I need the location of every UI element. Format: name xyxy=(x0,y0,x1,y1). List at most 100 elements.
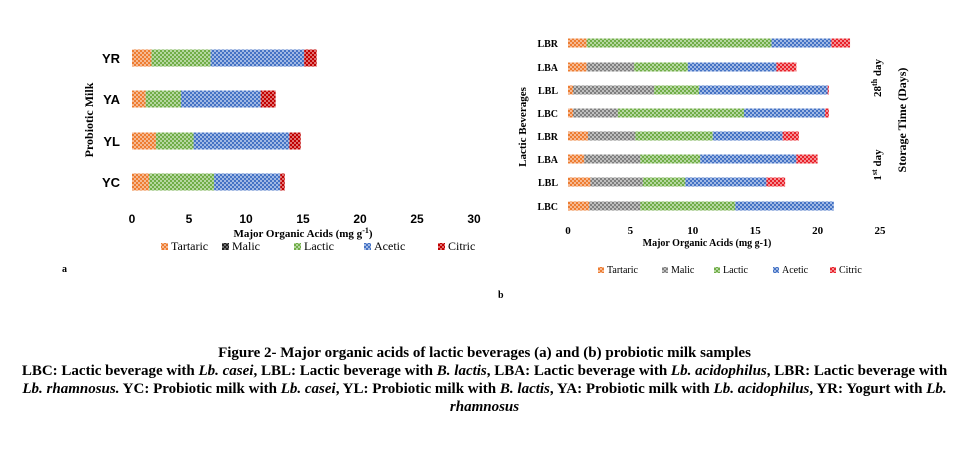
bar-yc-tartaric xyxy=(132,173,150,191)
bar-lbc-7-acetic xyxy=(735,201,834,211)
caption-italic-term: B. lactis xyxy=(499,381,550,397)
bar-lbl-2-tartaric xyxy=(568,85,573,95)
bar-lbr-0-tartaric xyxy=(568,38,587,48)
bar-lbc-7-lactic xyxy=(640,201,736,211)
bar-lba-1-lactic xyxy=(634,62,688,72)
panel-label-a: a xyxy=(62,264,67,275)
caption-text: , LBL: Lactic beverage with xyxy=(253,363,437,379)
bar-lbr-0-citric xyxy=(831,38,851,48)
bar-yl-lactic xyxy=(155,132,194,150)
legend-label-acetic: Acetic xyxy=(782,265,809,276)
bar-lbl-6-acetic xyxy=(685,177,767,187)
x-tick-label: 5 xyxy=(186,212,193,226)
bar-lba-1-malic xyxy=(586,62,635,72)
bar-lba-5-malic xyxy=(584,154,641,164)
bar-lbl-2-acetic xyxy=(699,85,828,95)
group-label-num: 1 xyxy=(872,175,884,181)
bar-lbl-2-malic xyxy=(572,85,655,95)
caption-text: LBC: Lactic beverage with xyxy=(21,363,199,379)
bar-lba-5-acetic xyxy=(700,154,797,164)
bar-yl-acetic xyxy=(193,132,290,150)
caption-text: , YA: Probiotic milk with xyxy=(549,381,714,397)
legend-swatch-citric xyxy=(830,267,836,273)
legend-swatch-malic xyxy=(662,267,668,273)
y-axis-label: Probiotic Milk xyxy=(82,82,96,157)
legend-swatch-tartaric xyxy=(598,267,604,273)
x-tick-label: 0 xyxy=(565,225,571,237)
bar-lbr-4-citric xyxy=(782,131,799,141)
bar-yl-citric xyxy=(289,132,301,150)
y-tick-label-lba: LBA xyxy=(537,63,558,74)
y-tick-label-lba: LBA xyxy=(537,155,558,166)
legend-label-malic: Malic xyxy=(232,239,260,253)
caption-italic-term: B. lactis xyxy=(436,363,487,379)
x-axis-label-sup: -1 xyxy=(362,226,369,235)
bar-ya-lactic xyxy=(145,90,182,108)
chart-a-probiotic-milk: YR YA YL YC 0 5 10 15 20 25 30 Major Organic Acids … xyxy=(62,49,481,275)
x-tick-label: 25 xyxy=(410,212,424,226)
bar-yc-lactic xyxy=(149,173,215,191)
y2-axis-label: Storage Time (Days) xyxy=(895,68,909,173)
x-tick-label: 0 xyxy=(129,212,136,226)
y-tick-label-ya: YA xyxy=(103,92,120,107)
y-tick-label-lbc: LBC xyxy=(537,202,558,213)
bar-lbc-3-lactic xyxy=(617,108,744,118)
bar-yr-citric xyxy=(304,49,317,67)
bar-yc-citric xyxy=(280,173,285,191)
caption-italic-term: Lb. casei xyxy=(280,381,336,397)
chart-b-lactic-beverages: LBR LBA LBL LBC LBR LBA LBL LBC 0 5 10 15 20 25 Major … xyxy=(498,38,909,301)
y-tick-label-lbr: LBR xyxy=(537,39,558,50)
caption-text: , YL: Probiotic milk with xyxy=(335,381,500,397)
caption-abbreviations: LBC: Lactic beverage with Lb. casei , LBL… xyxy=(20,362,949,416)
bar-lbl-6-lactic xyxy=(642,177,686,187)
legend-label-lactic: Lactic xyxy=(304,239,334,253)
panel-label-b: b xyxy=(498,290,504,301)
legend-label-citric: Citric xyxy=(448,239,475,253)
bar-lba-5-tartaric xyxy=(568,154,585,164)
bar-yr-tartaric xyxy=(132,49,152,67)
bar-ya-citric xyxy=(260,90,276,108)
y-tick-label-yr: YR xyxy=(102,51,121,66)
caption-italic-term: Lb. acidophilus xyxy=(670,363,767,379)
bar-lbc-7-tartaric xyxy=(568,201,590,211)
bar-lba-1-acetic xyxy=(687,62,777,72)
bar-yr-acetic xyxy=(210,49,305,67)
group-label-1: 1st day xyxy=(870,149,884,181)
bar-lbc-3-tartaric xyxy=(568,108,573,118)
bar-lbl-6-malic xyxy=(590,177,643,187)
bar-lbc-7-malic xyxy=(589,201,641,211)
group-label-sup: st xyxy=(870,169,879,175)
group-label-suffix: day xyxy=(872,149,884,169)
bar-lba-5-lactic xyxy=(640,154,701,164)
caption-text: , LBR: Lactic beverage with xyxy=(766,363,948,379)
x-tick-label: 20 xyxy=(353,212,367,226)
legend-swatch-tartaric xyxy=(161,243,168,250)
legend-swatch-lactic xyxy=(714,267,720,273)
x-tick-label: 25 xyxy=(875,225,887,237)
legend-swatch-lactic xyxy=(294,243,301,250)
caption-title: Figure 2- Major organic acids of lactic … xyxy=(218,345,751,361)
bar-yl-tartaric xyxy=(132,132,156,150)
x-tick-label: 30 xyxy=(467,212,481,226)
legend-label-lactic: Lactic xyxy=(723,265,749,276)
bar-lbr-0-lactic xyxy=(586,38,772,48)
y-tick-label-lbc: LBC xyxy=(537,109,558,120)
figure-caption: Figure 2- Major organic acids of lactic … xyxy=(20,344,949,416)
x-axis-label-main: Major Organic Acids (mg g xyxy=(233,228,362,240)
caption-italic-term: Lb. acidophilus xyxy=(713,381,810,397)
group-label-num: 28 xyxy=(872,86,884,98)
bar-lbl-6-tartaric xyxy=(568,177,591,187)
bar-lba-5-citric xyxy=(796,154,818,164)
legend-swatch-acetic xyxy=(773,267,779,273)
legend-swatch-acetic xyxy=(364,243,371,250)
caption-text: , LBA: Lactic beverage with xyxy=(486,363,671,379)
caption-text: YC: Probiotic milk with xyxy=(119,381,281,397)
group-label-suffix: day xyxy=(872,59,884,79)
bar-lbl-6-citric xyxy=(766,177,786,187)
x-tick-label: 15 xyxy=(750,225,762,237)
y-tick-label-lbr: LBR xyxy=(537,132,558,143)
bar-ya-acetic xyxy=(181,90,261,108)
legend-label-tartaric: Tartaric xyxy=(607,265,639,276)
bar-lbl-2-citric xyxy=(827,85,829,95)
